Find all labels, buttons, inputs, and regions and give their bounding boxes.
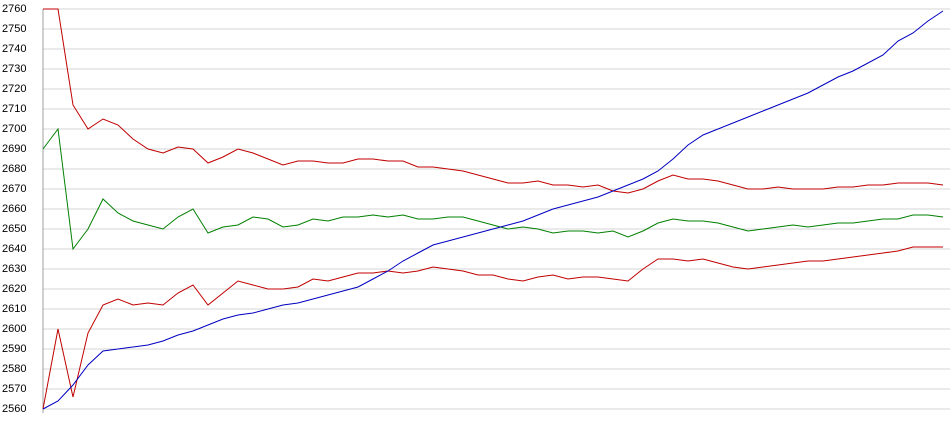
y-tick-label: 2730 (2, 63, 26, 75)
series-line (43, 8, 944, 194)
y-tick-label: 2720 (2, 83, 26, 95)
y-tick-label: 2640 (2, 243, 26, 255)
y-tick-label: 2560 (2, 403, 26, 415)
y-tick-label: 2650 (2, 223, 26, 235)
y-tick-label: 2680 (2, 163, 26, 175)
y-tick-label: 2620 (2, 283, 26, 295)
y-tick-label: 2670 (2, 183, 26, 195)
y-tick-label: 2610 (2, 303, 26, 315)
y-tick-label: 2600 (2, 323, 26, 335)
y-tick-label: 2700 (2, 123, 26, 135)
y-tick-label: 2740 (2, 43, 26, 55)
y-tick-label: 2750 (2, 23, 26, 35)
series-line (42, 10, 944, 410)
y-tick-label: 2630 (2, 263, 26, 275)
series-line (42, 127, 944, 251)
y-tick-label: 2690 (2, 143, 26, 155)
y-tick-label: 2660 (2, 203, 26, 215)
y-tick-label: 2580 (2, 363, 26, 375)
y-tick-label: 2570 (2, 383, 26, 395)
series-line (42, 246, 943, 410)
y-tick-label: 2590 (2, 343, 26, 355)
y-tick-label: 2710 (2, 103, 26, 115)
y-tick-label: 2760 (2, 3, 26, 15)
